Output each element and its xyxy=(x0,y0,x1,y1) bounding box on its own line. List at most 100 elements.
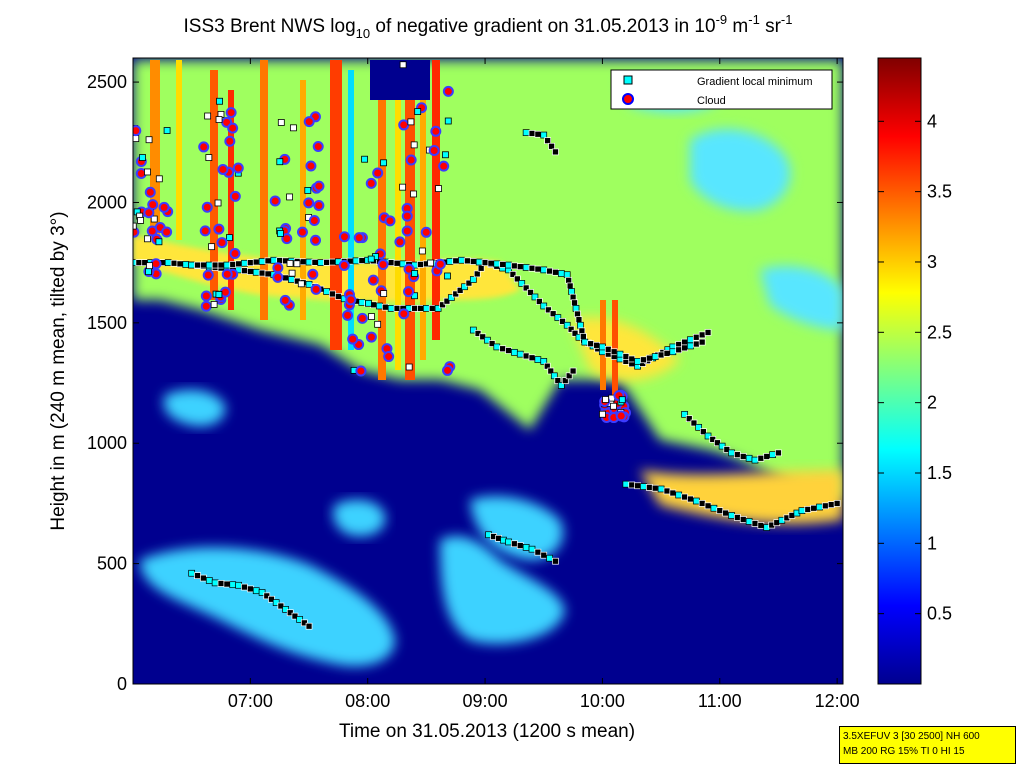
gradient-minimum-marker xyxy=(277,230,284,237)
gradient-minimum-marker xyxy=(577,321,584,329)
legend-cloud-marker xyxy=(622,93,634,105)
gradient-minimum-marker xyxy=(139,154,146,161)
gradient-minimum-marker xyxy=(528,264,536,272)
gradient-minimum-marker xyxy=(444,117,452,125)
gradient-minimum-marker xyxy=(428,305,436,312)
gradient-minimum-marker xyxy=(469,258,477,265)
cloud-marker xyxy=(310,283,322,295)
gradient-minimum-marker xyxy=(687,342,694,350)
gradient-minimum-marker xyxy=(554,314,562,321)
gradient-minimum-marker xyxy=(417,261,424,268)
gradient-minimum-marker xyxy=(247,268,254,275)
colorbar-tick-label: 1 xyxy=(927,533,937,553)
gradient-minimum-marker xyxy=(204,112,212,120)
cloud-marker xyxy=(158,201,170,213)
gradient-minimum-marker xyxy=(687,495,694,503)
cloud-marker xyxy=(438,160,450,172)
gradient-minimum-marker xyxy=(505,261,512,269)
cloud-marker xyxy=(225,107,237,119)
gradient-minimum-marker xyxy=(499,345,507,353)
gradient-minimum-marker xyxy=(704,329,712,336)
field-yellow-mid xyxy=(570,317,680,381)
cloud-marker xyxy=(307,268,319,280)
gradient-minimum-marker xyxy=(223,261,231,269)
cloud-marker xyxy=(143,207,155,219)
gradient-minimum-marker xyxy=(452,257,460,265)
cloud-marker xyxy=(296,226,308,238)
gradient-minimum-marker xyxy=(646,354,653,362)
gradient-minimum-marker xyxy=(176,260,184,268)
gradient-minimum-marker xyxy=(681,410,688,418)
gradient-minimum-marker xyxy=(575,316,583,323)
gradient-minimum-marker xyxy=(578,327,586,335)
gradient-minimum-marker xyxy=(374,320,382,328)
gradient-minimum-marker xyxy=(352,257,360,265)
gradient-minimum-marker xyxy=(516,542,524,549)
cloud-marker xyxy=(342,309,354,321)
y-axis-title: Height in m (240 m mean, tilted by 3°) xyxy=(48,211,69,530)
gradient-minimum-marker xyxy=(698,500,706,507)
gradient-minimum-marker xyxy=(522,352,530,360)
gradient-minimum-marker xyxy=(469,326,477,334)
cloud-marker xyxy=(372,167,384,179)
gradient-minimum-marker xyxy=(610,348,618,356)
cloud-marker xyxy=(398,308,410,320)
x-tick-label: 12:00 xyxy=(815,691,860,711)
gradient-minimum-marker xyxy=(516,263,524,271)
gradient-minimum-marker xyxy=(182,261,190,268)
y-tick-label: 2000 xyxy=(87,192,127,212)
gradient-minimum-marker xyxy=(561,377,569,384)
gradient-minimum-marker xyxy=(569,367,577,375)
cloud-marker xyxy=(202,269,214,281)
gradient-minimum-marker xyxy=(293,260,301,268)
gradient-minimum-marker xyxy=(722,509,729,517)
y-tick-label: 500 xyxy=(97,554,127,574)
plot-area xyxy=(133,58,843,684)
gradient-minimum-marker xyxy=(164,259,172,267)
gradient-minimum-marker xyxy=(714,439,721,447)
gradient-minimum-marker xyxy=(286,609,294,617)
gradient-minimum-marker xyxy=(215,291,223,298)
gradient-minimum-marker xyxy=(414,108,422,116)
gradient-minimum-marker xyxy=(692,340,700,348)
cloud-marker xyxy=(144,186,156,198)
gradient-minimum-marker xyxy=(690,419,698,427)
gradient-minimum-marker xyxy=(511,348,518,356)
cloud-marker xyxy=(303,116,315,128)
gradient-minimum-marker xyxy=(739,516,747,523)
gradient-minimum-marker xyxy=(646,484,653,491)
gradient-minimum-marker xyxy=(804,506,812,513)
gradient-minimum-marker xyxy=(264,257,272,265)
gradient-minimum-marker xyxy=(511,540,518,548)
gradient-minimum-marker xyxy=(487,259,495,267)
x-tick-label: 09:00 xyxy=(463,691,508,711)
y-axis: 0 500 1000 1500 2000 2500 xyxy=(87,72,843,694)
gradient-minimum-marker xyxy=(540,266,548,274)
gradient-minimum-marker xyxy=(418,247,426,255)
gradient-minimum-marker xyxy=(698,338,706,346)
cloud-marker xyxy=(356,312,368,324)
gradient-minimum-marker xyxy=(194,261,201,269)
gradient-minimum-marker xyxy=(669,348,677,356)
gradient-minimum-marker xyxy=(477,264,485,272)
gradient-minimum-marker xyxy=(235,260,242,268)
cloud-marker xyxy=(398,119,410,131)
gradient-minimum-marker xyxy=(423,305,430,312)
gradient-minimum-marker xyxy=(146,262,153,270)
gradient-minimum-marker xyxy=(381,303,389,311)
cloud-marker xyxy=(303,197,315,209)
gradient-minimum-marker xyxy=(657,351,665,359)
gradient-minimum-marker xyxy=(288,276,295,283)
cloud-marker xyxy=(355,365,367,377)
cloud-marker xyxy=(221,268,233,280)
gradient-minimum-marker xyxy=(211,261,219,269)
gradient-minimum-marker xyxy=(145,268,152,276)
gradient-minimum-marker xyxy=(534,548,542,556)
gradient-minimum-marker xyxy=(571,329,579,337)
gradient-minimum-marker xyxy=(376,302,383,310)
cloud-marker xyxy=(434,258,446,270)
cloud-marker xyxy=(200,290,212,302)
title-prefix-sub: 10 xyxy=(356,26,370,41)
gradient-minimum-marker xyxy=(399,183,407,191)
gradient-minimum-marker xyxy=(675,491,683,499)
